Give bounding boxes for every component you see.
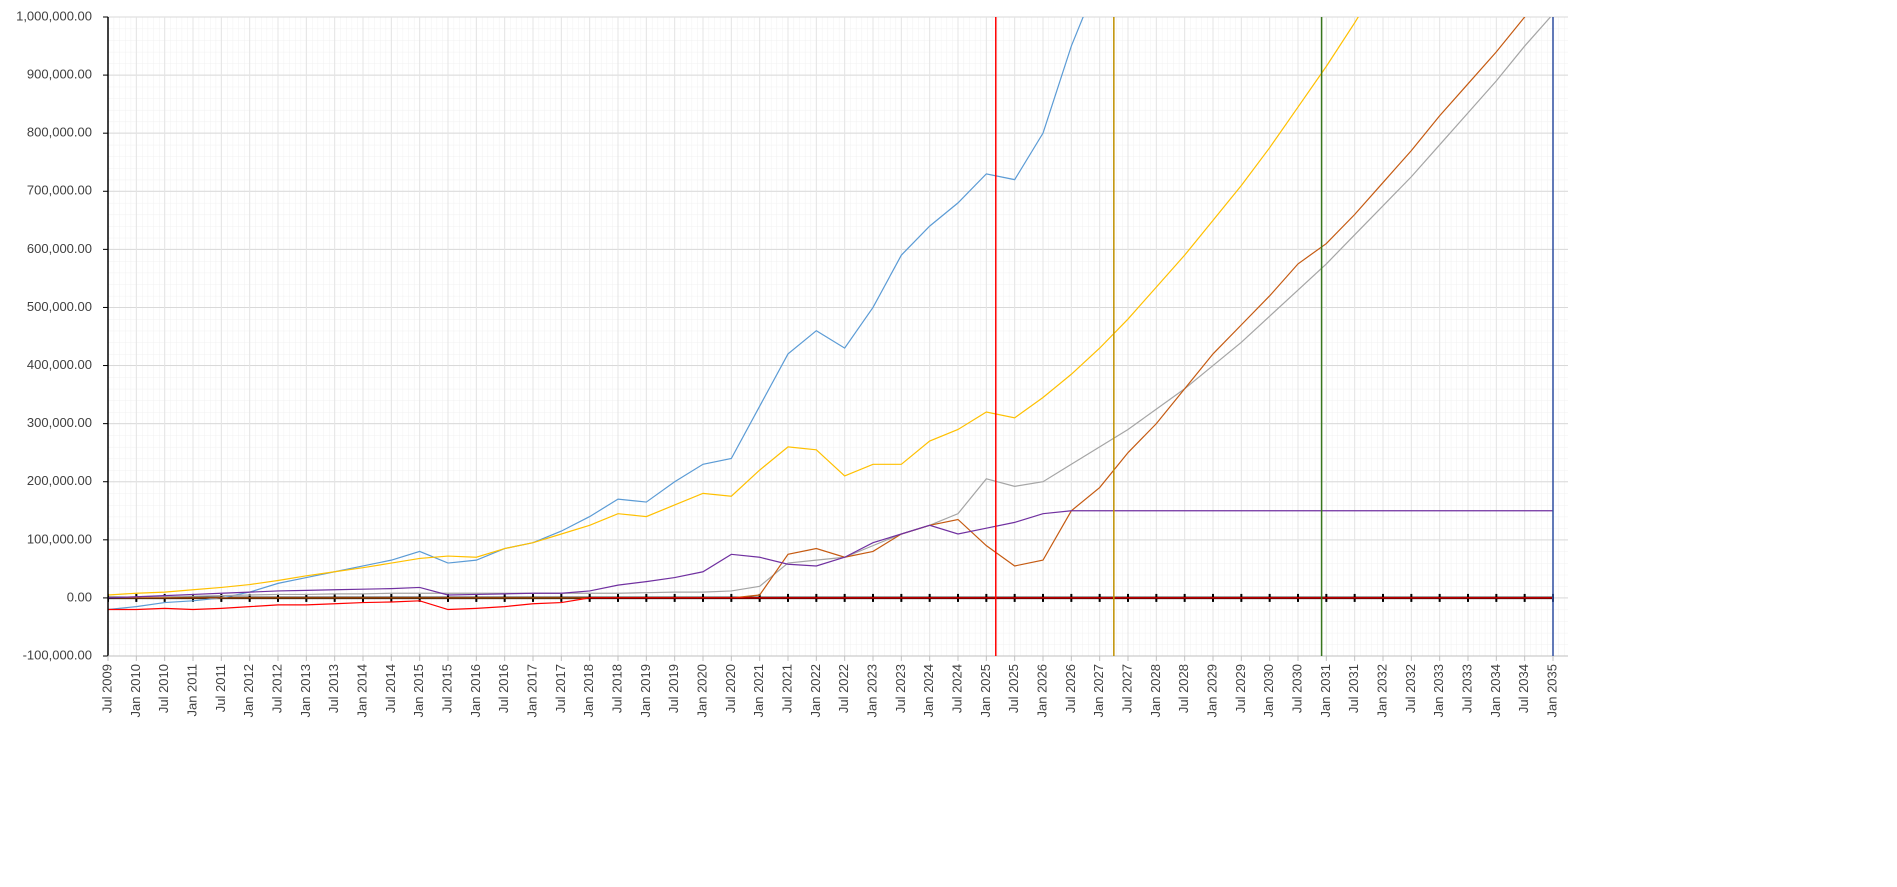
x-tick-label: Jul 2032 [1403,664,1418,713]
series-line [108,510,1553,599]
series-line [108,597,1553,611]
x-tick-label: Jul 2027 [1119,664,1134,713]
y-tick-label: 400,000.00 [27,357,92,372]
x-tick-label: Jan 2034 [1488,664,1503,718]
y-tick-label: 100,000.00 [27,531,92,546]
x-tick-label: Jul 2012 [269,664,284,713]
y-tick-label: 500,000.00 [27,299,92,314]
x-tick-label: Jan 2026 [1034,664,1049,718]
x-tick-label: Jul 2018 [609,664,624,713]
series-line [108,17,1084,611]
y-tick-label: 1,000,000.00 [16,8,92,23]
x-tick-label: Jul 2010 [156,664,171,713]
x-tick-label: Jul 2013 [326,664,341,713]
x-tick-label: Jan 2017 [524,664,539,718]
x-tick-label: Jan 2022 [808,664,823,718]
x-tick-label: Jan 2018 [581,664,596,718]
x-tick-label: Jul 2019 [666,664,681,713]
x-tick-label: Jul 2016 [496,664,511,713]
x-tick-label: Jan 2033 [1431,664,1446,718]
x-tick-label: Jul 2031 [1346,664,1361,713]
y-tick-label: 900,000.00 [27,67,92,82]
x-tick-label: Jul 2021 [779,664,794,713]
x-tick-label: Jan 2014 [354,664,369,718]
x-tick-label: Jul 2034 [1516,664,1531,713]
series-line [108,17,1526,599]
x-tick-label: Jan 2031 [1318,664,1333,718]
x-tick-label: Jul 2022 [836,664,851,713]
x-tick-label: Jan 2023 [864,664,879,718]
x-tick-label: Jan 2019 [638,664,653,718]
x-tick-label: Jan 2030 [1261,664,1276,718]
x-tick-label: Jul 2025 [1006,664,1021,713]
x-tick-label: Jan 2021 [751,664,766,718]
x-tick-label: Jan 2011 [184,664,199,717]
x-tick-label: Jan 2035 [1544,664,1559,718]
plot-area [108,17,1568,656]
y-tick-label: 700,000.00 [27,183,92,198]
x-tick-label: Jan 2013 [298,664,313,718]
y-tick-label: 0.00 [67,589,92,604]
x-tick-label: Jan 2020 [694,664,709,718]
x-tick-label: Jan 2024 [921,664,936,718]
x-tick-label: Jan 2029 [1204,664,1219,718]
series-line [108,17,1552,599]
x-tick-label: Jul 2015 [439,664,454,713]
x-tick-label: Jan 2010 [128,664,143,718]
x-tick-label: Jan 2012 [241,664,256,718]
x-tick-label: Jan 2016 [468,664,483,718]
x-tick-label: Jul 2011 [213,664,228,712]
x-tick-label: Jul 2029 [1233,664,1248,713]
y-tick-label: 600,000.00 [27,241,92,256]
x-tick-label: Jul 2033 [1459,664,1474,713]
x-tick-label: Jul 2030 [1289,664,1304,713]
x-tick-label: Jul 2009 [99,664,114,713]
y-tick-label: 200,000.00 [27,473,92,488]
x-tick-label: Jan 2025 [978,664,993,718]
x-tick-label: Jan 2032 [1374,664,1389,718]
series-line [108,17,1359,596]
y-tick-label: -100,000.00 [23,647,92,662]
x-tick-label: Jul 2014 [383,664,398,713]
y-tick-label: 800,000.00 [27,125,92,140]
x-tick-label: Jan 2028 [1148,664,1163,718]
x-tick-label: Jan 2015 [411,664,426,718]
x-tick-label: Jul 2024 [949,664,964,713]
x-tick-label: Jul 2028 [1176,664,1191,713]
x-tick-label: Jan 2027 [1091,664,1106,718]
x-tick-label: Jul 2023 [893,664,908,713]
x-tick-label: Jul 2020 [723,664,738,713]
x-tick-label: Jul 2026 [1063,664,1078,713]
y-tick-label: 300,000.00 [27,415,92,430]
x-tick-label: Jul 2017 [553,664,568,713]
